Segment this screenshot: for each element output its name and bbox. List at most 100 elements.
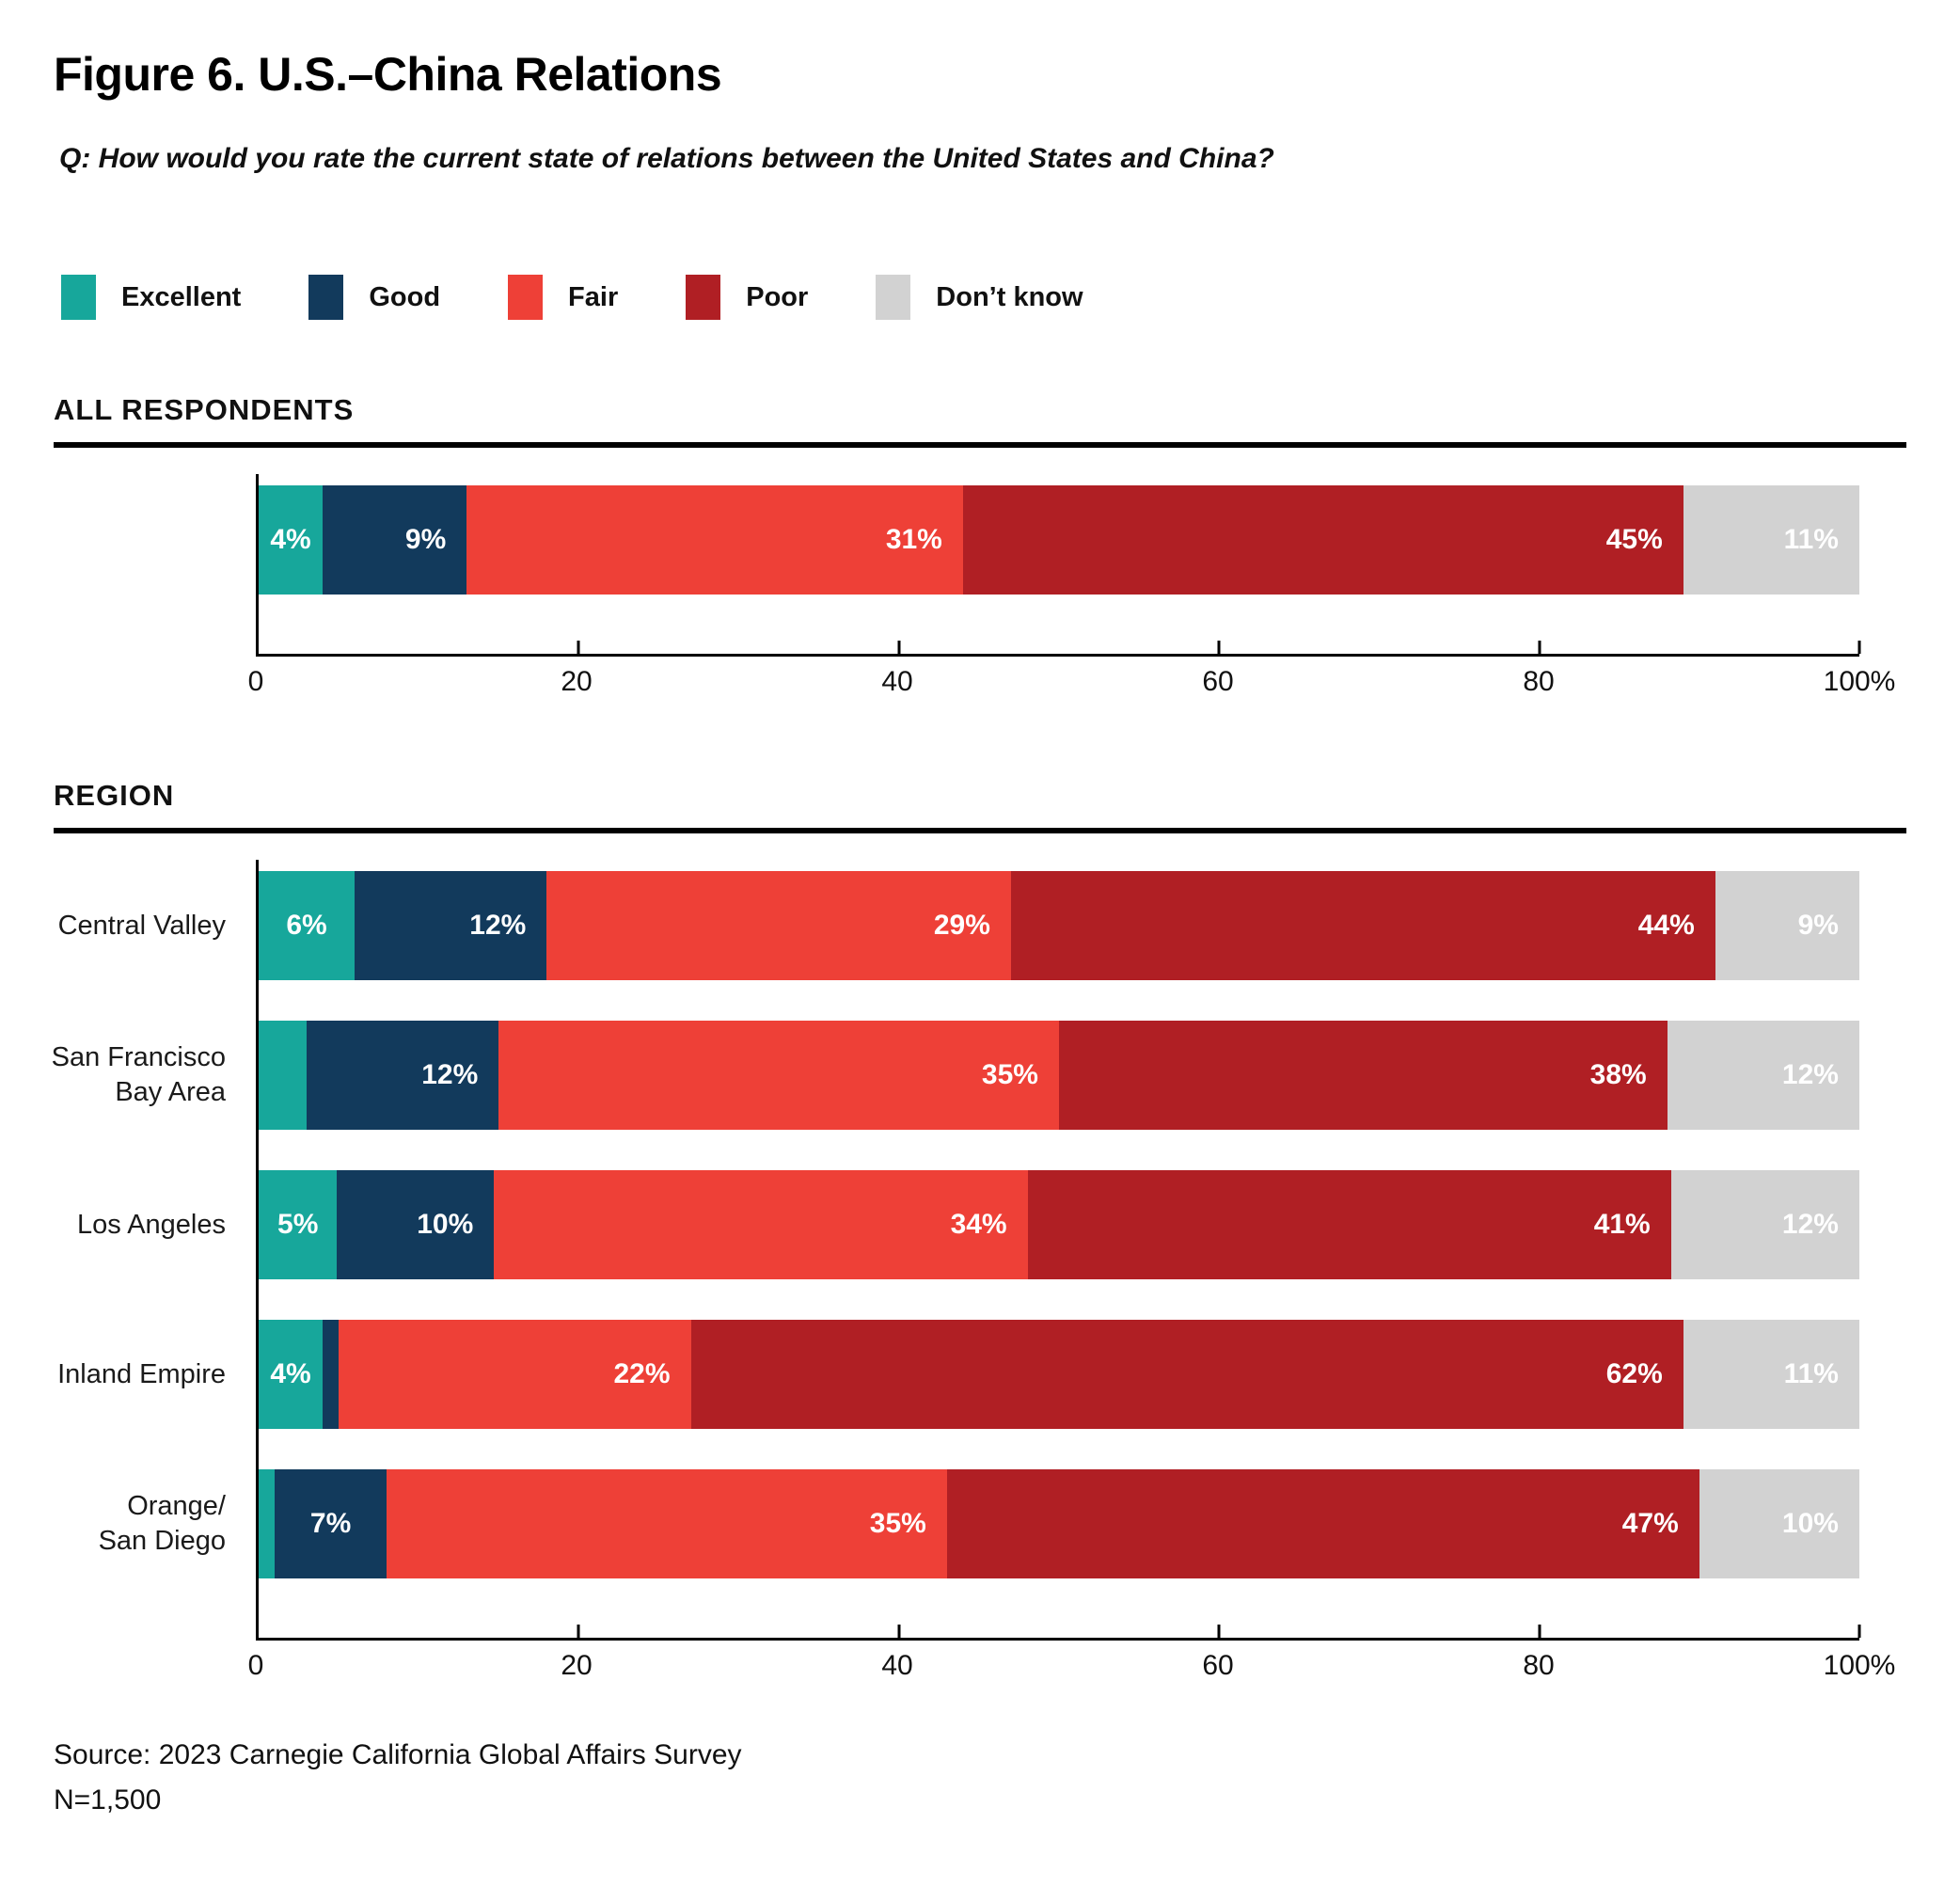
category-label: San Francisco Bay Area [51, 1021, 226, 1130]
bar-segment-don-t-know: 10% [1699, 1469, 1859, 1578]
legend-label: Good [369, 281, 441, 312]
axis-tick [897, 641, 901, 654]
region-chart: Central Valley San Francisco Bay Area Los A… [51, 860, 1895, 1689]
category-label [54, 485, 226, 595]
category-label: Los Angeles [54, 1170, 226, 1279]
legend-swatch-poor [686, 275, 721, 320]
category-label-line: Inland Empire [57, 1358, 226, 1389]
legend-item-excellent: Excellent [61, 275, 241, 320]
axis-labels: 0 20 40 60 80 100% [248, 666, 1896, 706]
bar-segment-don-t-know: 11% [1683, 1320, 1859, 1429]
bar-segment-excellent: 4% [259, 485, 324, 595]
axis-tick-label: 40 [881, 666, 913, 697]
segment-value-label: 62% [1605, 1358, 1663, 1389]
bar-segment-fair: 35% [387, 1469, 947, 1578]
category-label: Orange/San Diego [54, 1469, 226, 1578]
source-block: Source: 2023 Carnegie California Global … [54, 1733, 1906, 1823]
axis-tick-label: 100% [1823, 666, 1896, 697]
axis-tick-label: 60 [1202, 666, 1234, 697]
segment-value-label: 34% [950, 1209, 1007, 1240]
legend-swatch-excellent [61, 275, 96, 320]
bar-segment-excellent: 4% [259, 1320, 324, 1429]
bar-segment-don-t-know: 12% [1667, 1021, 1859, 1130]
category-label: Inland Empire [54, 1320, 226, 1429]
bar-segment-fair: 34% [494, 1170, 1028, 1279]
bar-segment-poor: 45% [962, 485, 1683, 595]
axis-tick [1857, 1625, 1861, 1638]
bar-segment-poor: 47% [946, 1469, 1699, 1578]
legend-swatch-don-t-know [876, 275, 911, 320]
legend-label: Excellent [121, 281, 242, 312]
bar-segment-fair: 35% [498, 1021, 1059, 1130]
legend-swatch-good [308, 275, 344, 320]
bar-segment-poor: 41% [1027, 1170, 1671, 1279]
segment-value-label: 29% [933, 910, 990, 941]
segment-value-label: 6% [286, 910, 327, 941]
segment-value-label: 41% [1593, 1209, 1651, 1240]
bar-segment-excellent: 6% [259, 871, 356, 980]
segment-value-label: 31% [885, 524, 942, 555]
bar-segment-good [323, 1320, 340, 1429]
category-label-line: San Francisco [51, 1042, 226, 1072]
axis-tick [577, 641, 580, 654]
segment-value-label: 10% [417, 1209, 474, 1240]
axis-tick-label: 60 [1202, 1650, 1234, 1681]
segment-value-label: 11% [1783, 1358, 1839, 1389]
segment-value-label: 35% [869, 1508, 926, 1539]
survey-question: Q: How would you rate the current state … [59, 143, 1274, 174]
bar-segment-poor: 38% [1058, 1021, 1668, 1130]
axis-tick-label: 80 [1523, 666, 1555, 697]
plot-column: 6% 12% 29% 44% 9% 12% 35% 38% 12% 5% 10% 34% 41% 12% 4… [248, 860, 1895, 1689]
axis-tick-label: 100% [1823, 1650, 1896, 1681]
bar-segment-good: 10% [337, 1170, 495, 1279]
bar-segment-fair: 31% [466, 485, 963, 595]
segment-value-label: 4% [270, 524, 311, 555]
bar-row-central-valley: 6% 12% 29% 44% 9% [259, 871, 1859, 980]
bar-segment-fair: 29% [546, 871, 1011, 980]
segment-value-label: 10% [1781, 1508, 1839, 1539]
section-header-region: REGION [54, 779, 175, 812]
bar-segment-good: 12% [355, 871, 547, 980]
segment-value-label: 44% [1637, 910, 1695, 941]
category-label-line: San Diego [98, 1526, 226, 1556]
axis-tick [1538, 641, 1541, 654]
segment-value-label: 12% [421, 1059, 479, 1090]
axis-tick-label: 0 [247, 1650, 264, 1681]
bar-segment-excellent [259, 1469, 276, 1578]
legend-item-good: Good [308, 275, 440, 320]
category-label-line: Bay Area [115, 1077, 226, 1107]
plot-area: 4% 9% 31% 45% 11% [256, 474, 1861, 657]
axis-tick-label: 40 [881, 1650, 913, 1681]
bar-row-los-angeles: 5% 10% 34% 41% 12% [259, 1170, 1859, 1279]
segment-value-label: 11% [1783, 524, 1839, 555]
legend-label: Don’t know [936, 281, 1083, 312]
category-label-line: Central Valley [57, 910, 226, 941]
category-label-line: Los Angeles [76, 1209, 226, 1240]
segment-value-label: 12% [469, 910, 527, 941]
bar-segment-poor: 62% [690, 1320, 1683, 1429]
axis-tick-label: 0 [247, 666, 264, 697]
figure-title: Figure 6. U.S.–China Relations [54, 48, 722, 101]
all-respondents-chart: 4% 9% 31% 45% 11% 0 20 40 60 80 100% [54, 474, 1896, 706]
bar-segment-poor: 44% [1010, 871, 1715, 980]
bar-row-all-respondents: 4% 9% 31% 45% 11% [259, 485, 1859, 595]
axis-tick [577, 1625, 580, 1638]
bar-segment-fair: 22% [339, 1320, 691, 1429]
legend-label: Poor [746, 281, 809, 312]
axis-tick [1538, 1625, 1541, 1638]
axis-tick [1217, 1625, 1221, 1638]
section-header-all-respondents: ALL RESPONDENTS [54, 393, 355, 426]
segment-value-label: 9% [404, 524, 447, 555]
category-label-line: Orange/ [127, 1491, 226, 1521]
bar-segment-don-t-know: 11% [1683, 485, 1859, 595]
section-divider [54, 828, 1906, 833]
bar-row-inland-empire: 4% 22% 62% 11% [259, 1320, 1859, 1429]
segment-value-label: 47% [1621, 1508, 1679, 1539]
category-label: Central Valley [54, 871, 226, 980]
segment-value-label: 9% [1797, 910, 1839, 941]
bar-segment-good: 7% [275, 1469, 387, 1578]
legend-label: Fair [568, 281, 619, 312]
segment-value-label: 4% [270, 1358, 311, 1389]
source-note: Source: 2023 Carnegie California Global … [54, 1739, 742, 1770]
axis-tick [1217, 641, 1221, 654]
